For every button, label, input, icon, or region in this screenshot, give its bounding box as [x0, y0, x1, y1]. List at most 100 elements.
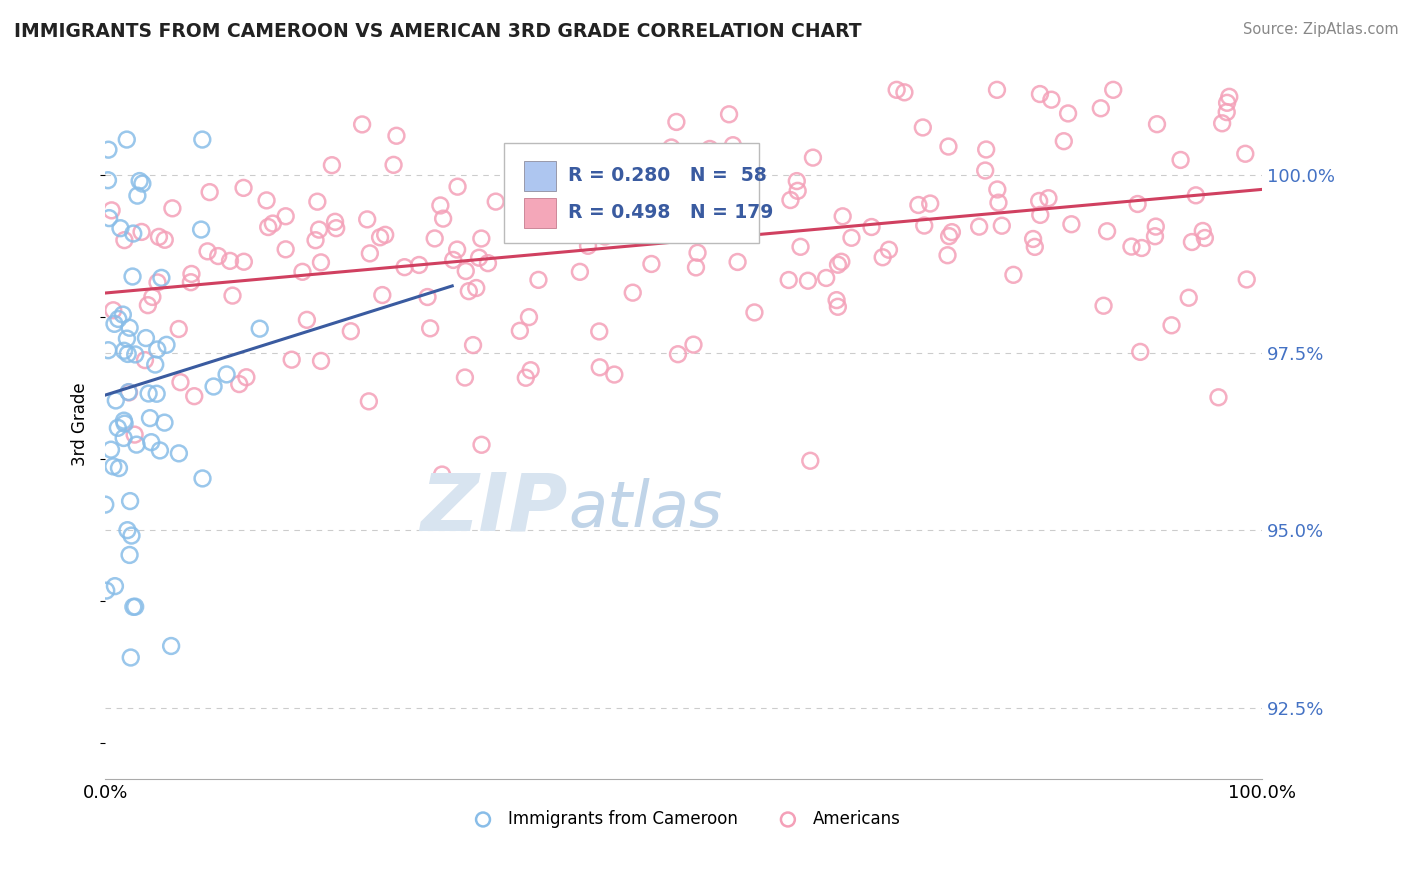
Point	[228, 377, 250, 392]
Point	[831, 209, 853, 223]
Point	[744, 305, 766, 319]
Point	[1143, 229, 1166, 244]
Point	[307, 194, 329, 209]
Point	[470, 438, 492, 452]
Point	[1129, 344, 1152, 359]
Point	[215, 368, 238, 382]
Point	[430, 467, 453, 482]
Point	[94, 498, 117, 512]
Point	[423, 231, 446, 245]
Point	[457, 284, 479, 298]
Point	[153, 233, 176, 247]
Point	[527, 273, 550, 287]
Point	[1029, 87, 1052, 101]
Point	[872, 250, 894, 264]
Point	[394, 260, 416, 275]
Point	[118, 320, 141, 334]
Point	[97, 343, 120, 358]
Point	[907, 198, 929, 212]
Point	[830, 254, 852, 268]
Point	[368, 230, 391, 244]
Point	[167, 322, 190, 336]
Point	[325, 221, 347, 235]
Point	[131, 177, 153, 191]
Point	[169, 375, 191, 389]
Point	[727, 255, 749, 269]
Point	[382, 158, 405, 172]
Point	[198, 185, 221, 199]
Point	[131, 225, 153, 239]
Point	[1090, 101, 1112, 115]
Point	[190, 222, 212, 236]
Point	[446, 243, 468, 257]
Point	[155, 338, 177, 352]
Point	[1218, 90, 1240, 104]
Text: atlas: atlas	[568, 478, 723, 540]
Point	[125, 437, 148, 451]
Point	[235, 370, 257, 384]
Point	[1040, 93, 1063, 107]
Point	[485, 194, 508, 209]
Point	[665, 115, 688, 129]
Point	[416, 290, 439, 304]
Point	[877, 243, 900, 257]
Point	[1038, 191, 1060, 205]
Point	[477, 256, 499, 270]
Point	[938, 139, 960, 153]
Point	[356, 212, 378, 227]
Point	[911, 120, 934, 135]
Point	[112, 343, 135, 358]
Point	[1060, 217, 1083, 231]
Point	[141, 435, 163, 450]
Point	[699, 142, 721, 156]
Point	[357, 394, 380, 409]
Point	[120, 494, 142, 508]
Point	[121, 528, 143, 542]
Point	[104, 393, 127, 408]
Point	[309, 255, 332, 269]
Point	[974, 143, 997, 157]
Point	[640, 257, 662, 271]
Point	[117, 347, 139, 361]
Point	[160, 639, 183, 653]
Point	[96, 583, 118, 598]
Point	[146, 276, 169, 290]
Point	[920, 196, 942, 211]
Point	[1144, 219, 1167, 234]
Point	[180, 267, 202, 281]
Point	[112, 431, 135, 445]
Point	[385, 128, 408, 143]
Point	[249, 321, 271, 335]
Point	[912, 219, 935, 233]
Point	[1024, 240, 1046, 254]
Point	[461, 338, 484, 352]
Point	[465, 281, 488, 295]
Point	[124, 427, 146, 442]
Point	[98, 211, 121, 226]
Point	[219, 253, 242, 268]
Point	[340, 324, 363, 338]
Point	[112, 233, 135, 247]
Point	[108, 461, 131, 475]
Text: IMMIGRANTS FROM CAMEROON VS AMERICAN 3RD GRADE CORRELATION CHART: IMMIGRANTS FROM CAMEROON VS AMERICAN 3RD…	[14, 22, 862, 41]
Point	[274, 243, 297, 257]
Point	[257, 220, 280, 235]
Point	[432, 211, 454, 226]
Point	[127, 188, 149, 202]
Point	[115, 332, 138, 346]
Point	[1160, 318, 1182, 333]
Point	[122, 227, 145, 241]
Point	[121, 269, 143, 284]
Point	[262, 217, 284, 231]
Point	[124, 347, 146, 361]
Point	[100, 203, 122, 218]
Point	[153, 416, 176, 430]
Point	[515, 371, 537, 385]
Point	[118, 385, 141, 400]
Text: R = 0.280   N =  58: R = 0.280 N = 58	[568, 166, 766, 186]
Point	[135, 331, 157, 345]
FancyBboxPatch shape	[505, 143, 759, 243]
Point	[145, 386, 167, 401]
Point	[517, 310, 540, 325]
Point	[1185, 188, 1208, 202]
